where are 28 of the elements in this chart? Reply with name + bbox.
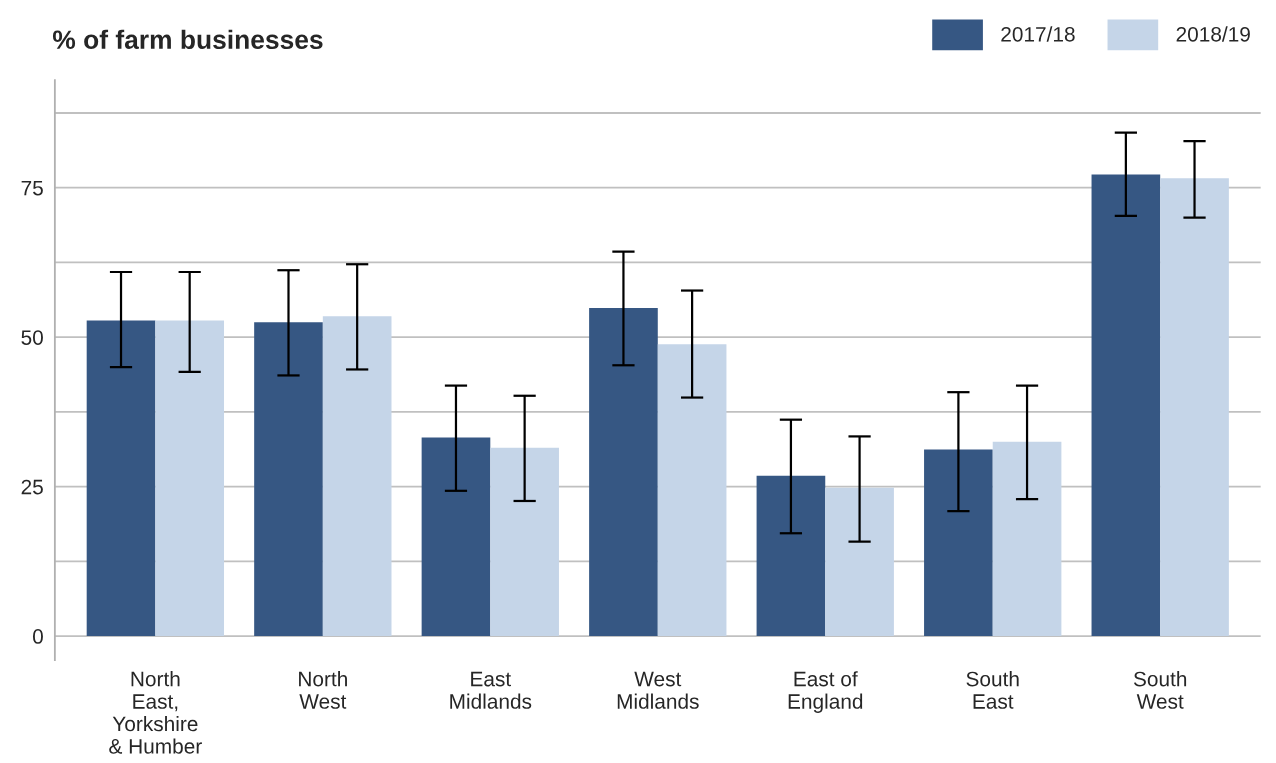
legend-label: 2018/19 (1176, 26, 1250, 42)
y-tick-label: 50 (21, 330, 43, 345)
x-tick-label: East Midlands (450, 671, 532, 709)
bar (254, 322, 323, 637)
bar (924, 449, 993, 637)
bar (992, 441, 1062, 637)
bar (421, 437, 491, 637)
bar (589, 307, 658, 637)
bar (86, 320, 156, 637)
bar (756, 475, 826, 637)
y-tick-label: 25 (21, 479, 43, 495)
bar (1091, 174, 1161, 637)
bar (322, 316, 392, 637)
x-tick-label: North East, Yorkshire & Humber (109, 671, 202, 754)
bar (825, 487, 894, 637)
y-tick-label: 75 (21, 180, 43, 196)
bar (490, 447, 559, 637)
x-tick-label: East of England (788, 671, 863, 713)
y-tick-label: 0 (32, 629, 43, 644)
x-tick-label: South East (966, 671, 1019, 709)
bar (657, 344, 727, 637)
x-tick-label: North West (299, 671, 347, 709)
x-tick-label: South West (1133, 671, 1187, 709)
chart-title: % of farm businesses (52, 29, 323, 50)
bar (155, 320, 225, 637)
legend-label: 2017/18 (1001, 26, 1075, 42)
bar (1160, 178, 1229, 637)
x-tick-label: West Midlands (617, 671, 699, 709)
